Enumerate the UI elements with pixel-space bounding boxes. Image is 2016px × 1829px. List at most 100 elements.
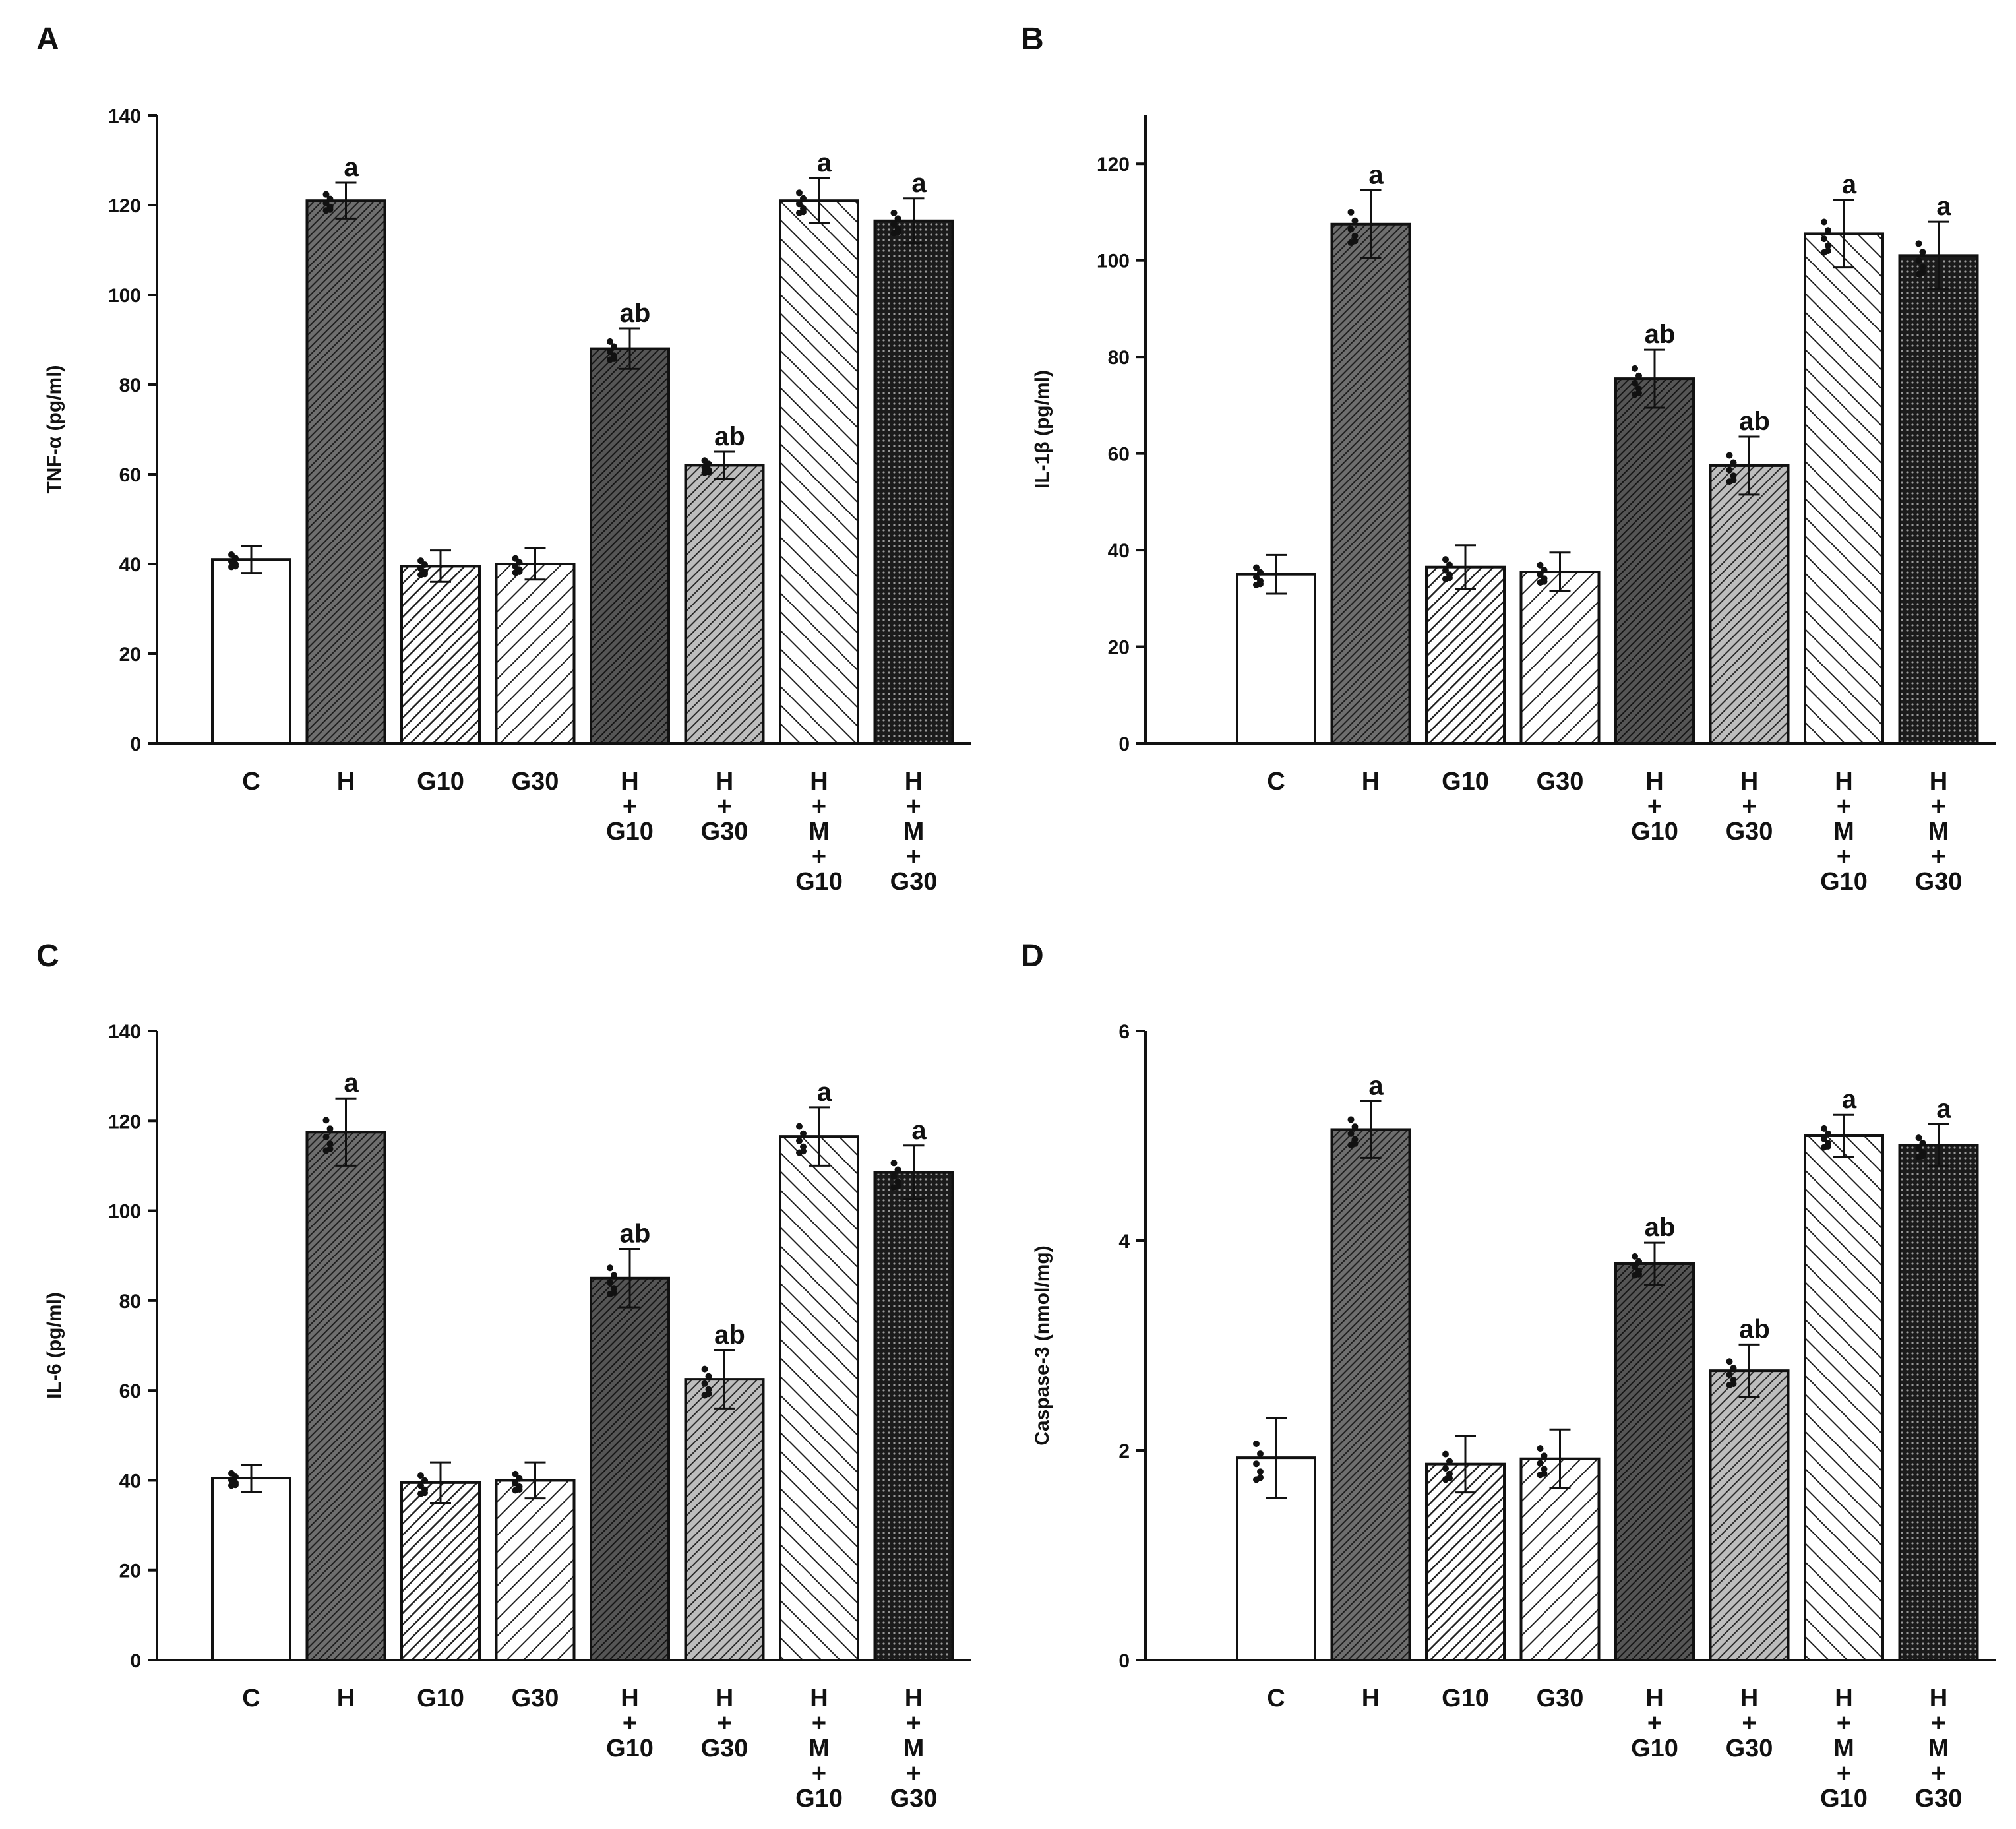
x-category-label: + [1742, 1710, 1756, 1737]
x-category-label: + [1647, 793, 1662, 821]
x-category-label: + [812, 793, 826, 821]
x-category-label: G30 [701, 818, 748, 846]
data-point [1257, 1468, 1264, 1475]
x-category-label: G30 [1915, 868, 1963, 896]
data-point [1635, 1258, 1642, 1265]
data-point [1351, 1140, 1359, 1147]
data-point [1257, 1474, 1264, 1481]
data-point [516, 568, 523, 575]
bar-8 [1898, 1144, 1979, 1662]
bar-4 [495, 1479, 576, 1661]
data-point [1821, 235, 1827, 243]
x-category-label: + [623, 793, 637, 821]
x-category-label: H [621, 768, 638, 795]
data-point [1635, 372, 1642, 379]
y-tick-label: 20 [119, 1561, 141, 1582]
x-category-label: H [1645, 768, 1663, 795]
data-point [322, 1133, 330, 1140]
bar-3 [400, 565, 481, 745]
y-tick-label: 60 [119, 1380, 141, 1402]
x-category-label: G10 [1820, 868, 1868, 896]
x-category-label: G10 [1442, 768, 1489, 795]
x-category-label: G30 [1537, 768, 1584, 795]
x-category-label: M [1833, 818, 1854, 846]
data-point [512, 1479, 519, 1487]
data-point [1541, 1470, 1548, 1477]
x-category-label: H [621, 1685, 638, 1712]
significance-label: a [817, 148, 832, 177]
x-category-label: M [903, 1735, 925, 1762]
bar-3 [400, 1481, 481, 1661]
y-tick-label: 120 [108, 195, 141, 217]
y-tick-label: 0 [1118, 1650, 1130, 1672]
x-category-label: H [716, 768, 733, 795]
data-point [705, 1373, 712, 1380]
x-category-label: H [1740, 1685, 1758, 1712]
data-point [705, 1390, 712, 1398]
data-point [701, 1365, 708, 1373]
data-point [607, 1264, 613, 1272]
bar-7 [779, 1135, 859, 1661]
x-category-label: H [1930, 768, 1947, 795]
y-tick-label: 60 [119, 464, 141, 486]
x-category-label: H [337, 1685, 355, 1712]
data-point [1821, 218, 1827, 226]
significance-label: a [344, 153, 359, 182]
bar-4 [1519, 1457, 1601, 1661]
bar-4 [1519, 571, 1601, 745]
x-category-label: + [1931, 793, 1945, 821]
data-point [890, 1160, 898, 1167]
data-point [232, 1481, 239, 1489]
x-category-label: M [809, 1735, 830, 1762]
data-point [421, 1477, 428, 1484]
y-axis-label: IL-6 (pg/ml) [44, 1292, 65, 1399]
data-point [1442, 1450, 1449, 1458]
x-category-label: H [905, 768, 923, 795]
y-tick-label: 20 [1108, 637, 1130, 659]
bar-6 [684, 464, 765, 745]
data-point [421, 571, 428, 578]
x-category-label: + [812, 1710, 826, 1737]
data-point [890, 1173, 898, 1180]
data-point [1541, 567, 1548, 574]
significance-label: a [1368, 161, 1384, 190]
bar-3 [1425, 565, 1506, 745]
data-point [1537, 561, 1544, 569]
x-category-label: H [1645, 1685, 1663, 1712]
x-category-label: H [1740, 768, 1758, 795]
data-point [701, 1380, 708, 1387]
x-category-label: H [1835, 1685, 1852, 1712]
x-category-label: G10 [417, 768, 464, 795]
bar-1 [1236, 573, 1316, 745]
data-point [1730, 1365, 1737, 1372]
y-tick-label: 0 [1118, 733, 1130, 755]
data-point [1730, 459, 1737, 466]
data-point [1919, 249, 1926, 256]
y-tick-label: 40 [119, 1470, 141, 1492]
bar-7 [779, 199, 859, 745]
x-category-label: + [623, 1710, 637, 1737]
data-point [1537, 571, 1544, 578]
data-point [1537, 1460, 1544, 1467]
data-point [1351, 1123, 1359, 1131]
x-category-label: H [1930, 1685, 1947, 1712]
data-point [1537, 1445, 1544, 1452]
x-category-label: H [1362, 768, 1380, 795]
bar-2 [305, 1131, 386, 1661]
significance-label: ab [620, 299, 651, 328]
y-tick-label: 40 [119, 554, 141, 576]
data-point [1821, 1125, 1827, 1132]
y-axis-label: Caspase-3 (nmol/mg) [1031, 1245, 1053, 1445]
bar-8 [1898, 254, 1979, 745]
x-category-label: + [812, 843, 826, 871]
data-point [1915, 257, 1922, 264]
data-point [1253, 1440, 1260, 1447]
x-category-label: G10 [1820, 1785, 1868, 1813]
panel-letter: D [1021, 939, 1044, 974]
significance-label: a [1842, 170, 1857, 199]
data-point [1257, 580, 1264, 588]
x-category-label: G30 [701, 1735, 748, 1762]
x-category-label: H [810, 1685, 828, 1712]
significance-label: a [1936, 192, 1951, 221]
data-point [322, 1117, 330, 1124]
